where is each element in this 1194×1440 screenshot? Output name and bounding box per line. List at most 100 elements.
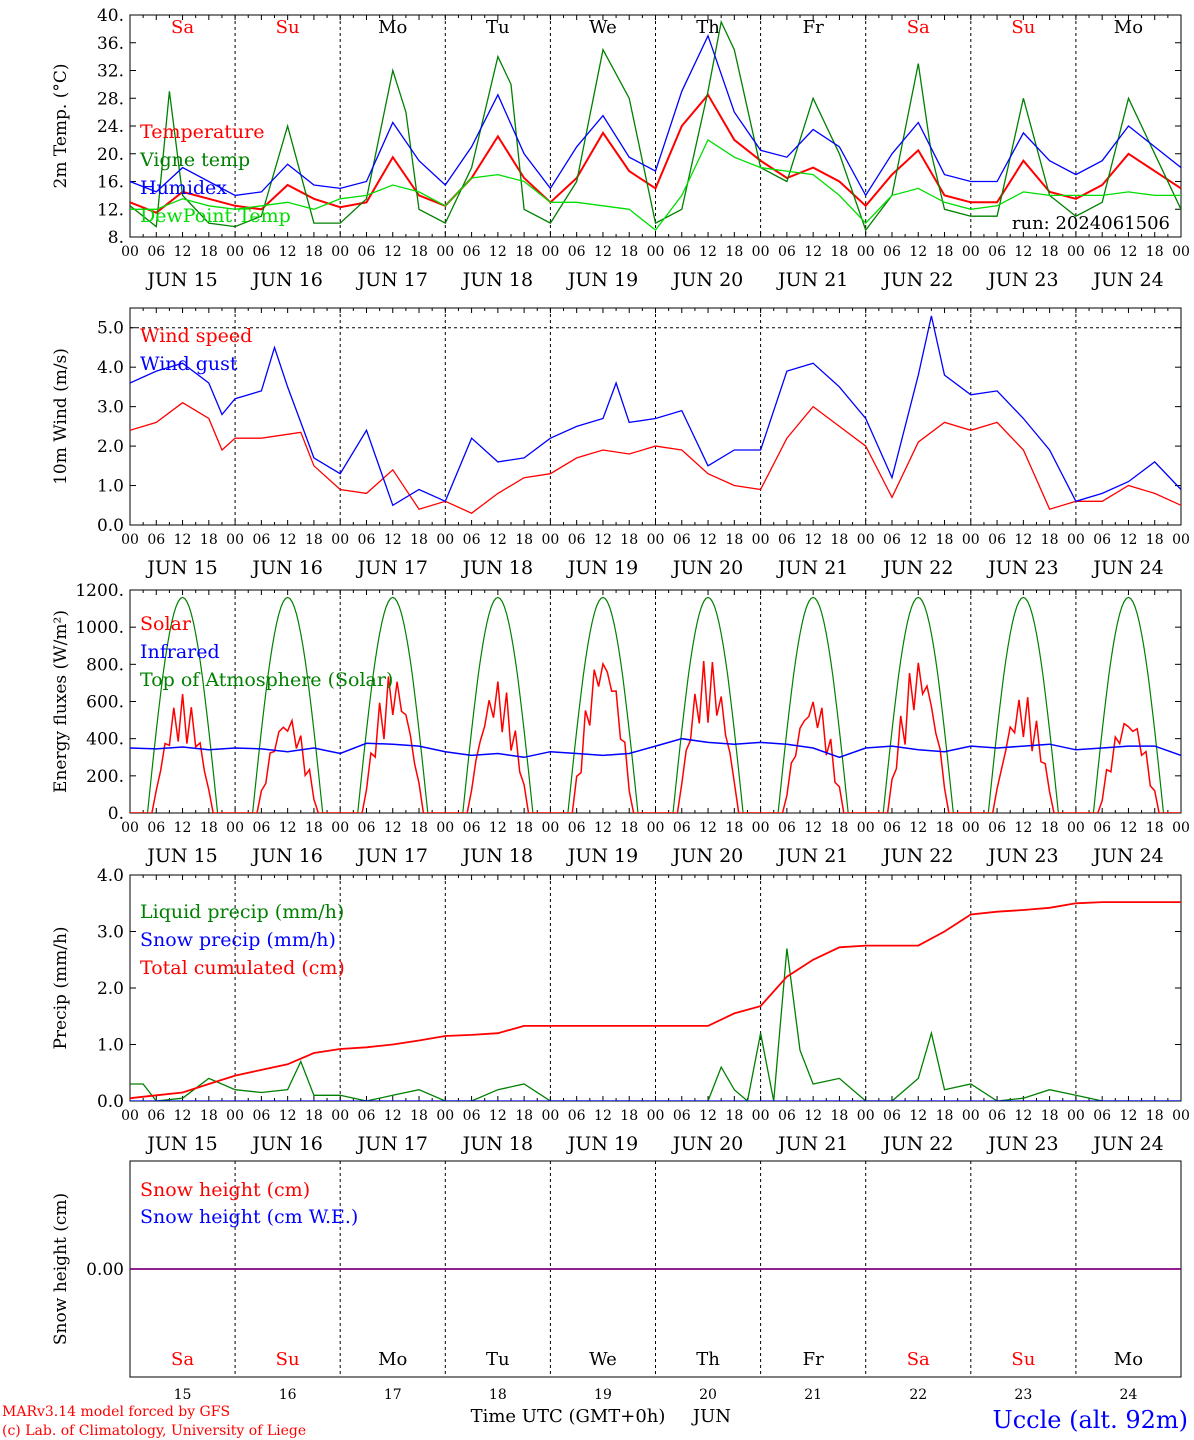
- x-hour-label: 18: [620, 1108, 638, 1124]
- y-tick-label: 600.: [86, 693, 124, 713]
- x-hour-label: 18: [1146, 532, 1164, 548]
- x-hour-label: 12: [909, 1108, 927, 1124]
- day-number-label: 22: [909, 1387, 927, 1403]
- x-hour-label: 18: [831, 244, 849, 260]
- x-hour-label: 18: [936, 820, 954, 836]
- x-hour-label: 06: [1093, 820, 1111, 836]
- x-hour-label: 12: [909, 820, 927, 836]
- weekday-label: Th: [696, 1349, 720, 1370]
- x-hour-label: 06: [147, 1108, 165, 1124]
- x-date-label: JUN 24: [1091, 269, 1163, 291]
- x-hour-label: 18: [1146, 1108, 1164, 1124]
- y-tick-label: 1000.: [75, 618, 124, 638]
- x-hour-label: 06: [568, 820, 586, 836]
- x-hour-label: 18: [1041, 244, 1059, 260]
- x-hour-label: 06: [358, 1108, 376, 1124]
- x-date-label: JUN 19: [566, 845, 638, 867]
- x-hour-label: 18: [305, 244, 323, 260]
- x-hour-label: 00: [857, 1108, 875, 1124]
- y-tick-label: 4.0: [97, 866, 124, 886]
- y-tick-label: 1200.: [75, 581, 124, 601]
- x-hour-label: 00: [541, 244, 559, 260]
- x-hour-label: 12: [909, 532, 927, 548]
- x-hour-label: 06: [358, 532, 376, 548]
- x-date-label: JUN 19: [566, 557, 638, 579]
- x-hour-label: 12: [279, 244, 297, 260]
- x-hour-label: 12: [174, 1108, 192, 1124]
- legend-entry: Solar: [140, 613, 192, 635]
- x-hour-label: 12: [804, 1108, 822, 1124]
- weekday-label: Sa: [907, 17, 930, 38]
- x-hour-label: 12: [489, 532, 507, 548]
- x-date-label: JUN 16: [250, 557, 322, 579]
- legend-entry: Liquid precip (mm/h): [140, 901, 344, 923]
- x-hour-label: 18: [515, 1108, 533, 1124]
- x-date-label: JUN 17: [356, 845, 428, 867]
- x-hour-label: 00: [752, 244, 770, 260]
- x-hour-label: 18: [410, 820, 428, 836]
- series-line-toa-solar: [130, 596, 1181, 813]
- x-hour-label: 18: [410, 1108, 428, 1124]
- x-hour-label: 06: [252, 1108, 270, 1124]
- weekday-label: Tu: [486, 1349, 510, 1370]
- x-date-label: JUN 23: [986, 269, 1058, 291]
- x-hour-label: 06: [883, 1108, 901, 1124]
- x-hour-label: 18: [200, 820, 218, 836]
- panel-snow: 0.00 Snow height (cm) Snow height (cm) Snow…: [51, 1160, 1182, 1403]
- series-line-temperature: [130, 93, 1181, 214]
- x-hour-label: 00: [436, 820, 454, 836]
- x-hour-label: 18: [515, 820, 533, 836]
- x-hour-label: 06: [988, 1108, 1006, 1124]
- x-hour-label: 06: [358, 244, 376, 260]
- x-hour-label: 18: [1146, 244, 1164, 260]
- weekday-label: Fr: [803, 17, 824, 38]
- x-hour-label: 18: [1146, 820, 1164, 836]
- x-date-label: JUN 24: [1091, 1133, 1163, 1155]
- x-hour-label: 18: [1041, 532, 1059, 548]
- x-date-label: JUN 21: [776, 1133, 848, 1155]
- weekday-label: Sa: [907, 1349, 930, 1370]
- x-date-label: JUN 16: [250, 1133, 322, 1155]
- x-hour-label: 00: [121, 244, 139, 260]
- x-date-label: JUN 21: [776, 845, 848, 867]
- y-axis-label: Energy fluxes (W/m²): [51, 610, 71, 793]
- x-date-label: JUN 17: [356, 1133, 428, 1155]
- x-hour-label: 18: [305, 532, 323, 548]
- x-hour-label: 00: [541, 1108, 559, 1124]
- credit-line-1: MARv3.14 model forced by GFS: [2, 1404, 230, 1420]
- x-hour-label: 12: [279, 1108, 297, 1124]
- x-date-label: JUN 24: [1091, 557, 1163, 579]
- series-line-total-cumulated-cm-: [130, 901, 1181, 1100]
- x-axis-month: JUN: [691, 1406, 731, 1427]
- x-hour-label: 18: [936, 244, 954, 260]
- y-axis-label: 10m Wind (m/s): [51, 348, 71, 485]
- x-hour-label: 00: [857, 820, 875, 836]
- legend-entry: DewPoint Temp: [140, 205, 291, 227]
- x-hour-label: 06: [673, 1108, 691, 1124]
- panel-wind: 0.0 1.0 2.0 3.0 4.0 5.0 10m Wind (m/s) 00 06 12 18…: [51, 307, 1190, 579]
- x-hour-label: 00: [121, 820, 139, 836]
- day-number-label: 24: [1120, 1387, 1138, 1403]
- x-date-label: JUN 22: [881, 1133, 953, 1155]
- x-hour-label: 06: [883, 820, 901, 836]
- day-number-label: 18: [489, 1387, 507, 1403]
- x-hour-label: 00: [436, 244, 454, 260]
- x-hour-label: 00: [226, 820, 244, 836]
- x-hour-label: 00: [647, 244, 665, 260]
- x-hour-label: 00: [962, 532, 980, 548]
- x-hour-label: 06: [778, 820, 796, 836]
- y-axis-label: Snow height (cm): [51, 1193, 71, 1345]
- x-hour-label: 00: [857, 244, 875, 260]
- x-hour-label: 12: [594, 244, 612, 260]
- day-number-label: 21: [804, 1387, 822, 1403]
- x-date-label: JUN 22: [881, 557, 953, 579]
- y-tick-label: 28.: [97, 89, 124, 109]
- x-date-label: JUN 22: [881, 269, 953, 291]
- weekday-label: Mo: [378, 17, 407, 38]
- y-tick-label: 40.: [97, 6, 124, 26]
- x-hour-label: 00: [331, 820, 349, 836]
- x-hour-label: 00: [1067, 244, 1085, 260]
- x-axis-title: Time UTC (GMT+0h): [471, 1406, 666, 1427]
- x-date-label: JUN 15: [145, 845, 217, 867]
- legend-entry: Humidex: [140, 177, 227, 199]
